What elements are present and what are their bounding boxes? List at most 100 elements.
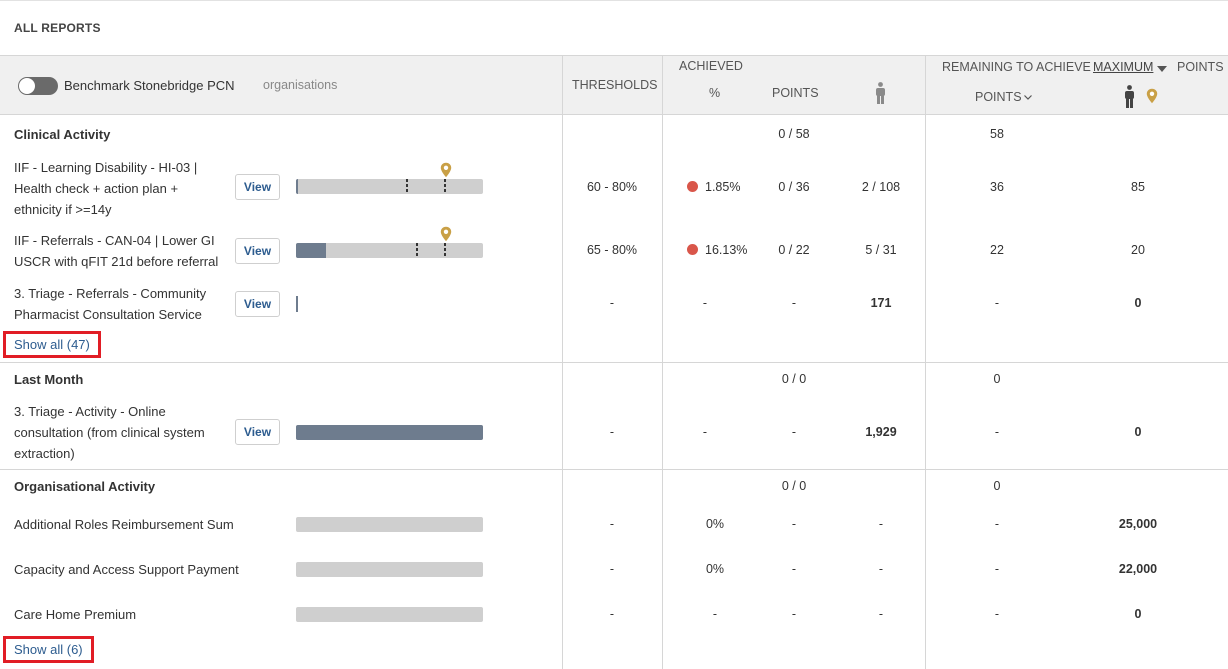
maximum-value: 22,000 bbox=[1118, 562, 1158, 576]
thresholds-value: - bbox=[609, 562, 615, 576]
section-remaining-points: 0 bbox=[993, 479, 1001, 493]
view-button[interactable]: View bbox=[235, 291, 280, 317]
maximum-value: 0 bbox=[1134, 296, 1142, 310]
progress-bar bbox=[296, 179, 483, 194]
remaining-value: 36 bbox=[990, 180, 1004, 194]
points-right-header: POINTS bbox=[1177, 60, 1224, 74]
indicator-label: IIF - Learning Disability - HI-03 | Heal… bbox=[14, 160, 198, 217]
threshold-marker bbox=[444, 243, 446, 258]
maximum-value: 20 bbox=[1131, 243, 1145, 257]
progress-bar bbox=[296, 243, 483, 258]
patients-value: 2 / 108 bbox=[861, 180, 901, 194]
benchmark-pin-icon bbox=[440, 162, 452, 178]
percent-value: 0% bbox=[705, 517, 725, 531]
indicator-label: 3. Triage - Activity - Online consultati… bbox=[14, 404, 205, 461]
percent-text: 1.85% bbox=[705, 180, 741, 194]
section-title: Clinical Activity bbox=[14, 127, 111, 142]
points-value: - bbox=[791, 562, 797, 576]
progress-bar bbox=[296, 607, 483, 622]
percent-value: 0% bbox=[705, 562, 725, 576]
benchmark-label: Benchmark Stonebridge PCN bbox=[64, 78, 235, 93]
maximum-value: 0 bbox=[1134, 425, 1142, 439]
section-achieved-points: 0 / 0 bbox=[781, 479, 807, 493]
percent-value: - bbox=[702, 425, 708, 439]
person-icon bbox=[1125, 85, 1134, 108]
indicator-label: Care Home Premium bbox=[14, 607, 137, 622]
location-pin-icon bbox=[1146, 88, 1158, 104]
thresholds-value: - bbox=[609, 607, 615, 621]
remaining-value: - bbox=[994, 425, 1000, 439]
percent-text: 16.13% bbox=[705, 243, 748, 257]
section-divider bbox=[0, 469, 1228, 470]
progress-fill bbox=[296, 425, 483, 440]
percent-value: - bbox=[702, 296, 708, 310]
caret-down-icon[interactable] bbox=[1157, 66, 1167, 72]
section-title: Organisational Activity bbox=[14, 479, 156, 494]
threshold-marker bbox=[416, 243, 418, 258]
remaining-value: - bbox=[994, 607, 1000, 621]
progress-bar bbox=[296, 517, 483, 532]
points-value: - bbox=[791, 607, 797, 621]
maximum-sort-link[interactable]: MAXIMUM bbox=[1093, 60, 1154, 74]
thresholds-value: - bbox=[609, 296, 615, 310]
view-button[interactable]: View bbox=[235, 419, 280, 445]
patients-value: 5 / 31 bbox=[865, 243, 897, 257]
points-value: - bbox=[791, 517, 797, 531]
points-header: POINTS bbox=[772, 86, 819, 100]
progress-marker bbox=[296, 296, 298, 312]
page-title: ALL REPORTS bbox=[14, 21, 101, 35]
thresholds-value: 60 - 80% bbox=[586, 180, 638, 194]
percent-value: 16.13% bbox=[687, 243, 747, 257]
patients-value: 171 bbox=[870, 296, 892, 310]
remaining-value: - bbox=[994, 517, 1000, 531]
percent-header: % bbox=[709, 86, 721, 100]
section-achieved-points: 0 / 58 bbox=[778, 127, 810, 141]
section-divider bbox=[0, 362, 1228, 363]
threshold-marker bbox=[406, 179, 408, 194]
patients-value: - bbox=[878, 607, 884, 621]
status-dot bbox=[687, 244, 698, 255]
status-dot bbox=[687, 181, 698, 192]
indicator-label: 3. Triage - Referrals - Community Pharma… bbox=[14, 286, 207, 322]
indicator-label: IIF - Referrals - CAN-04 | Lower GI USCR… bbox=[14, 233, 219, 269]
chevron-down-icon[interactable] bbox=[1024, 95, 1032, 100]
section-title: Last Month bbox=[14, 372, 84, 387]
benchmark-pin-icon bbox=[440, 226, 452, 242]
progress-fill bbox=[296, 243, 326, 258]
maximum-value: 0 bbox=[1134, 607, 1142, 621]
maximum-value: 25,000 bbox=[1118, 517, 1158, 531]
remaining-value: - bbox=[994, 296, 1000, 310]
thresholds-header: THRESHOLDS bbox=[572, 78, 658, 92]
threshold-marker bbox=[444, 179, 446, 194]
progress-bar bbox=[296, 425, 483, 440]
toggle-knob bbox=[19, 78, 35, 94]
section-remaining-points: 58 bbox=[990, 127, 1004, 141]
progress-fill bbox=[296, 179, 299, 194]
thresholds-value: 65 - 80% bbox=[586, 243, 638, 257]
section-achieved-points: 0 / 0 bbox=[781, 372, 807, 386]
view-button[interactable]: View bbox=[235, 174, 280, 200]
points-value: - bbox=[791, 296, 797, 310]
table-header bbox=[0, 55, 1228, 115]
indicator-label: Capacity and Access Support Payment bbox=[14, 562, 239, 577]
thresholds-value: - bbox=[609, 517, 615, 531]
thresholds-value: - bbox=[609, 425, 615, 439]
progress-bar bbox=[296, 562, 483, 577]
percent-value: - bbox=[712, 607, 718, 621]
show-all-link[interactable]: Show all (47) bbox=[3, 331, 101, 358]
remaining-header: REMAINING TO ACHIEVE bbox=[942, 60, 1091, 74]
points-dropdown[interactable]: POINTS bbox=[975, 90, 1022, 104]
view-button[interactable]: View bbox=[235, 238, 280, 264]
maximum-value: 85 bbox=[1131, 180, 1145, 194]
show-all-link[interactable]: Show all (6) bbox=[3, 636, 94, 663]
patients-value: 1,929 bbox=[865, 425, 897, 439]
benchmark-toggle[interactable] bbox=[18, 77, 58, 95]
remaining-value: - bbox=[994, 562, 1000, 576]
points-value: 0 / 36 bbox=[778, 180, 810, 194]
section-remaining-points: 0 bbox=[993, 372, 1001, 386]
points-value: - bbox=[791, 425, 797, 439]
person-icon bbox=[876, 82, 885, 104]
patients-value: - bbox=[878, 562, 884, 576]
top-border bbox=[0, 0, 1228, 1]
patients-value: - bbox=[878, 517, 884, 531]
